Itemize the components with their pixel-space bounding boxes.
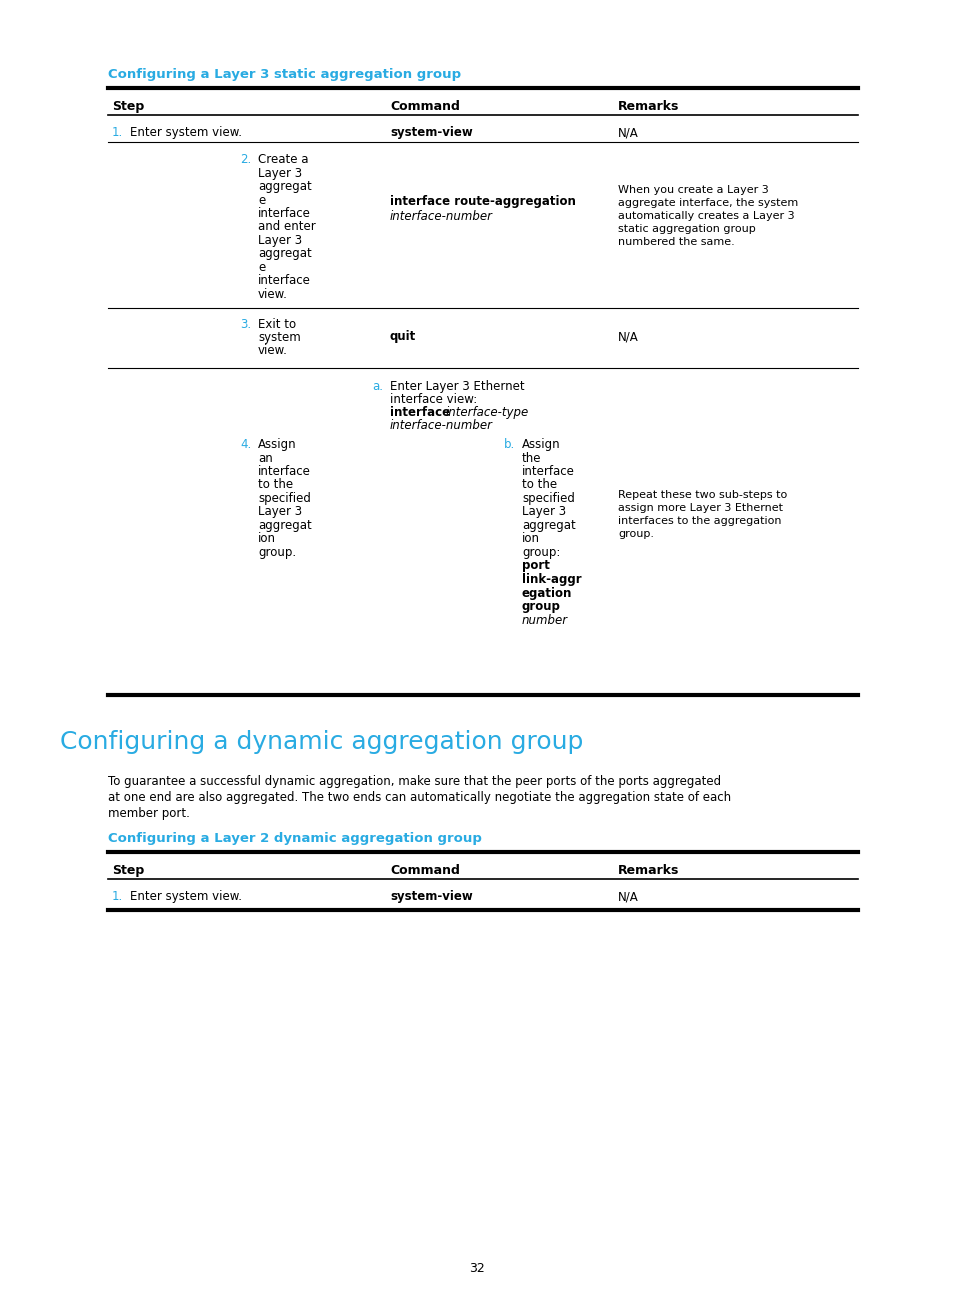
Text: a.: a.	[372, 380, 382, 393]
Text: Enter system view.: Enter system view.	[130, 890, 242, 903]
Text: egation: egation	[521, 587, 572, 600]
Text: interface: interface	[390, 406, 454, 419]
Text: Command: Command	[390, 864, 459, 877]
Text: Layer 3: Layer 3	[257, 235, 302, 248]
Text: aggregat: aggregat	[257, 248, 312, 260]
Text: ion: ion	[521, 533, 539, 546]
Text: specified: specified	[257, 492, 311, 505]
Text: Assign: Assign	[257, 438, 296, 451]
Text: group: group	[521, 600, 560, 613]
Text: Configuring a Layer 3 static aggregation group: Configuring a Layer 3 static aggregation…	[108, 67, 460, 80]
Text: interfaces to the aggregation: interfaces to the aggregation	[618, 516, 781, 526]
Text: b.: b.	[503, 438, 515, 451]
Text: Command: Command	[390, 100, 459, 113]
Text: system-view: system-view	[390, 126, 473, 139]
Text: number: number	[521, 613, 568, 626]
Text: Layer 3: Layer 3	[521, 505, 565, 518]
Text: 4.: 4.	[240, 438, 251, 451]
Text: Enter Layer 3 Ethernet: Enter Layer 3 Ethernet	[390, 380, 524, 393]
Text: Step: Step	[112, 864, 144, 877]
Text: interface view:: interface view:	[390, 393, 476, 406]
Text: interface-type: interface-type	[446, 406, 529, 419]
Text: view.: view.	[257, 288, 288, 301]
Text: at one end are also aggregated. The two ends can automatically negotiate the agg: at one end are also aggregated. The two …	[108, 791, 730, 804]
Text: aggregate interface, the system: aggregate interface, the system	[618, 198, 798, 207]
Text: interface: interface	[257, 275, 311, 288]
Text: To guarantee a successful dynamic aggregation, make sure that the peer ports of : To guarantee a successful dynamic aggreg…	[108, 775, 720, 788]
Text: Remarks: Remarks	[618, 100, 679, 113]
Text: e: e	[257, 260, 265, 273]
Text: member port.: member port.	[108, 807, 190, 820]
Text: system-view: system-view	[390, 890, 473, 903]
Text: assign more Layer 3 Ethernet: assign more Layer 3 Ethernet	[618, 503, 782, 513]
Text: interface: interface	[257, 207, 311, 220]
Text: Repeat these two sub-steps to: Repeat these two sub-steps to	[618, 490, 786, 500]
Text: aggregat: aggregat	[257, 180, 312, 193]
Text: to the: to the	[521, 478, 557, 491]
Text: ion: ion	[257, 533, 275, 546]
Text: 3.: 3.	[240, 318, 251, 330]
Text: and enter: and enter	[257, 220, 315, 233]
Text: aggregat: aggregat	[521, 518, 576, 531]
Text: e: e	[257, 193, 265, 206]
Text: 2.: 2.	[240, 153, 251, 166]
Text: specified: specified	[521, 492, 575, 505]
Text: quit: quit	[390, 330, 416, 343]
Text: 1.: 1.	[112, 890, 123, 903]
Text: interface-number: interface-number	[390, 210, 493, 223]
Text: N/A: N/A	[618, 890, 639, 903]
Text: aggregat: aggregat	[257, 518, 312, 531]
Text: Create a: Create a	[257, 153, 308, 166]
Text: Step: Step	[112, 100, 144, 113]
Text: group:: group:	[521, 546, 559, 559]
Text: an: an	[257, 451, 273, 464]
Text: Remarks: Remarks	[618, 864, 679, 877]
Text: port: port	[521, 560, 549, 573]
Text: N/A: N/A	[618, 126, 639, 139]
Text: interface-number: interface-number	[390, 419, 493, 432]
Text: Layer 3: Layer 3	[257, 505, 302, 518]
Text: Enter system view.: Enter system view.	[130, 126, 242, 139]
Text: interface route-aggregation: interface route-aggregation	[390, 194, 576, 207]
Text: interface: interface	[521, 465, 575, 478]
Text: group.: group.	[618, 529, 654, 539]
Text: interface: interface	[257, 465, 311, 478]
Text: view.: view.	[257, 343, 288, 356]
Text: numbered the same.: numbered the same.	[618, 237, 734, 248]
Text: link-aggr: link-aggr	[521, 573, 581, 586]
Text: automatically creates a Layer 3: automatically creates a Layer 3	[618, 211, 794, 222]
Text: static aggregation group: static aggregation group	[618, 224, 755, 235]
Text: the: the	[521, 451, 541, 464]
Text: 32: 32	[469, 1262, 484, 1275]
Text: system: system	[257, 330, 300, 343]
Text: Layer 3: Layer 3	[257, 166, 302, 180]
Text: Exit to: Exit to	[257, 318, 295, 330]
Text: N/A: N/A	[618, 330, 639, 343]
Text: Assign: Assign	[521, 438, 560, 451]
Text: to the: to the	[257, 478, 293, 491]
Text: 1.: 1.	[112, 126, 123, 139]
Text: Configuring a dynamic aggregation group: Configuring a dynamic aggregation group	[60, 730, 583, 754]
Text: Configuring a Layer 2 dynamic aggregation group: Configuring a Layer 2 dynamic aggregatio…	[108, 832, 481, 845]
Text: When you create a Layer 3: When you create a Layer 3	[618, 185, 768, 194]
Text: group.: group.	[257, 546, 295, 559]
